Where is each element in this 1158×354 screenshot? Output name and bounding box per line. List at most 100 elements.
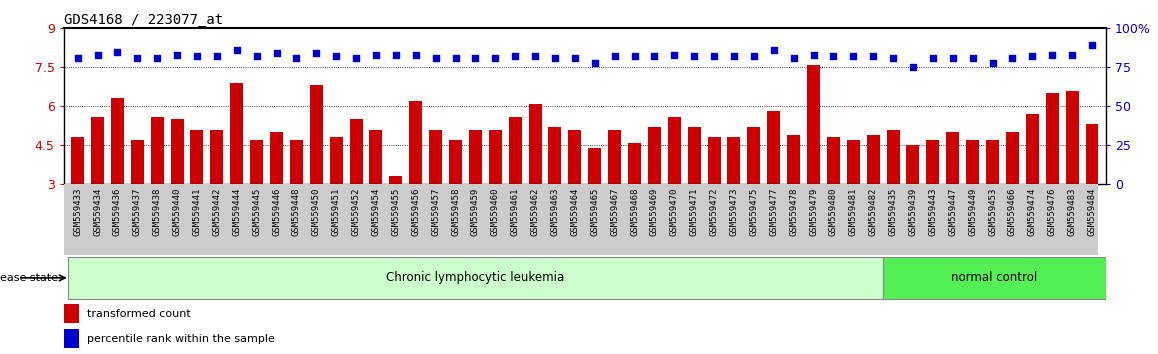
Point [267, 50, 286, 56]
Bar [866, 135, 880, 184]
Text: GSM559467: GSM559467 [610, 188, 620, 236]
Point [606, 53, 624, 59]
Text: GSM559462: GSM559462 [530, 188, 540, 236]
Bar [1065, 91, 1078, 184]
Point [129, 55, 147, 61]
Point [844, 53, 863, 59]
Bar [131, 140, 144, 184]
Bar [768, 112, 780, 184]
Text: normal control: normal control [952, 272, 1038, 284]
Text: GSM559447: GSM559447 [948, 188, 958, 236]
Bar [190, 130, 204, 184]
Text: GSM559468: GSM559468 [630, 188, 639, 236]
Point [884, 55, 902, 61]
Point [565, 55, 584, 61]
Bar [91, 116, 104, 184]
Text: GSM559458: GSM559458 [450, 188, 460, 236]
Point [1023, 53, 1041, 59]
Text: GSM559476: GSM559476 [1048, 188, 1057, 236]
Point [446, 55, 464, 61]
Point [725, 53, 743, 59]
Bar [807, 65, 820, 184]
Point [1043, 52, 1062, 58]
Point [287, 55, 306, 61]
Bar [64, 304, 79, 323]
Text: GSM559454: GSM559454 [372, 188, 381, 236]
Point [526, 53, 544, 59]
Bar [907, 145, 919, 184]
Point [645, 53, 664, 59]
Text: GSM559438: GSM559438 [153, 188, 162, 236]
Text: GSM559473: GSM559473 [730, 188, 739, 236]
Bar [330, 137, 343, 184]
Bar [449, 140, 462, 184]
Point [745, 53, 763, 59]
Text: GSM559455: GSM559455 [391, 188, 401, 236]
Text: GSM559439: GSM559439 [909, 188, 917, 236]
Text: GSM559480: GSM559480 [829, 188, 838, 236]
Bar [688, 127, 701, 184]
Point [1063, 52, 1082, 58]
Text: GSM559466: GSM559466 [1007, 188, 1017, 236]
Text: GSM559464: GSM559464 [571, 188, 579, 236]
Bar [409, 101, 423, 184]
Bar [230, 83, 243, 184]
Bar [668, 116, 681, 184]
Bar [747, 127, 761, 184]
Point [406, 52, 425, 58]
Bar [708, 137, 720, 184]
Point [387, 52, 405, 58]
Text: GSM559477: GSM559477 [769, 188, 778, 236]
Bar [489, 130, 501, 184]
Text: GSM559482: GSM559482 [868, 188, 878, 236]
Bar [250, 140, 263, 184]
Point [148, 55, 167, 61]
Point [545, 55, 564, 61]
Point [467, 55, 485, 61]
Text: GSM559442: GSM559442 [212, 188, 221, 236]
Bar [430, 130, 442, 184]
Bar [469, 130, 482, 184]
Bar [846, 140, 859, 184]
Point [227, 47, 245, 53]
Point [426, 55, 445, 61]
Point [864, 53, 882, 59]
Bar [1006, 132, 1019, 184]
Bar [310, 85, 323, 184]
Bar [827, 137, 840, 184]
Bar [64, 329, 79, 348]
Point [207, 53, 226, 59]
Text: GSM559457: GSM559457 [431, 188, 440, 236]
Bar [887, 130, 900, 184]
Point [248, 53, 266, 59]
Bar [1046, 93, 1058, 184]
Text: GSM559449: GSM559449 [968, 188, 977, 236]
Text: GSM559469: GSM559469 [650, 188, 659, 236]
Point [944, 55, 962, 61]
Bar [926, 140, 939, 184]
Bar [946, 132, 959, 184]
Bar [350, 119, 362, 184]
Bar [727, 137, 740, 184]
Bar [508, 116, 521, 184]
Point [586, 60, 604, 65]
Text: GSM559471: GSM559471 [690, 188, 698, 236]
Bar [1026, 114, 1039, 184]
Text: GSM559440: GSM559440 [173, 188, 182, 236]
Bar [528, 104, 542, 184]
Point [963, 55, 982, 61]
Bar [270, 132, 283, 184]
Text: GSM559456: GSM559456 [411, 188, 420, 236]
Point [805, 52, 823, 58]
Point [188, 53, 206, 59]
Text: GSM559483: GSM559483 [1068, 188, 1077, 236]
Text: GSM559444: GSM559444 [233, 188, 241, 236]
Text: GSM559433: GSM559433 [73, 188, 82, 236]
Text: GSM559470: GSM559470 [669, 188, 679, 236]
Point [367, 52, 386, 58]
Text: GSM559472: GSM559472 [710, 188, 719, 236]
Bar [608, 130, 621, 184]
Point [506, 53, 525, 59]
Text: GSM559475: GSM559475 [749, 188, 758, 236]
Bar [111, 98, 124, 184]
